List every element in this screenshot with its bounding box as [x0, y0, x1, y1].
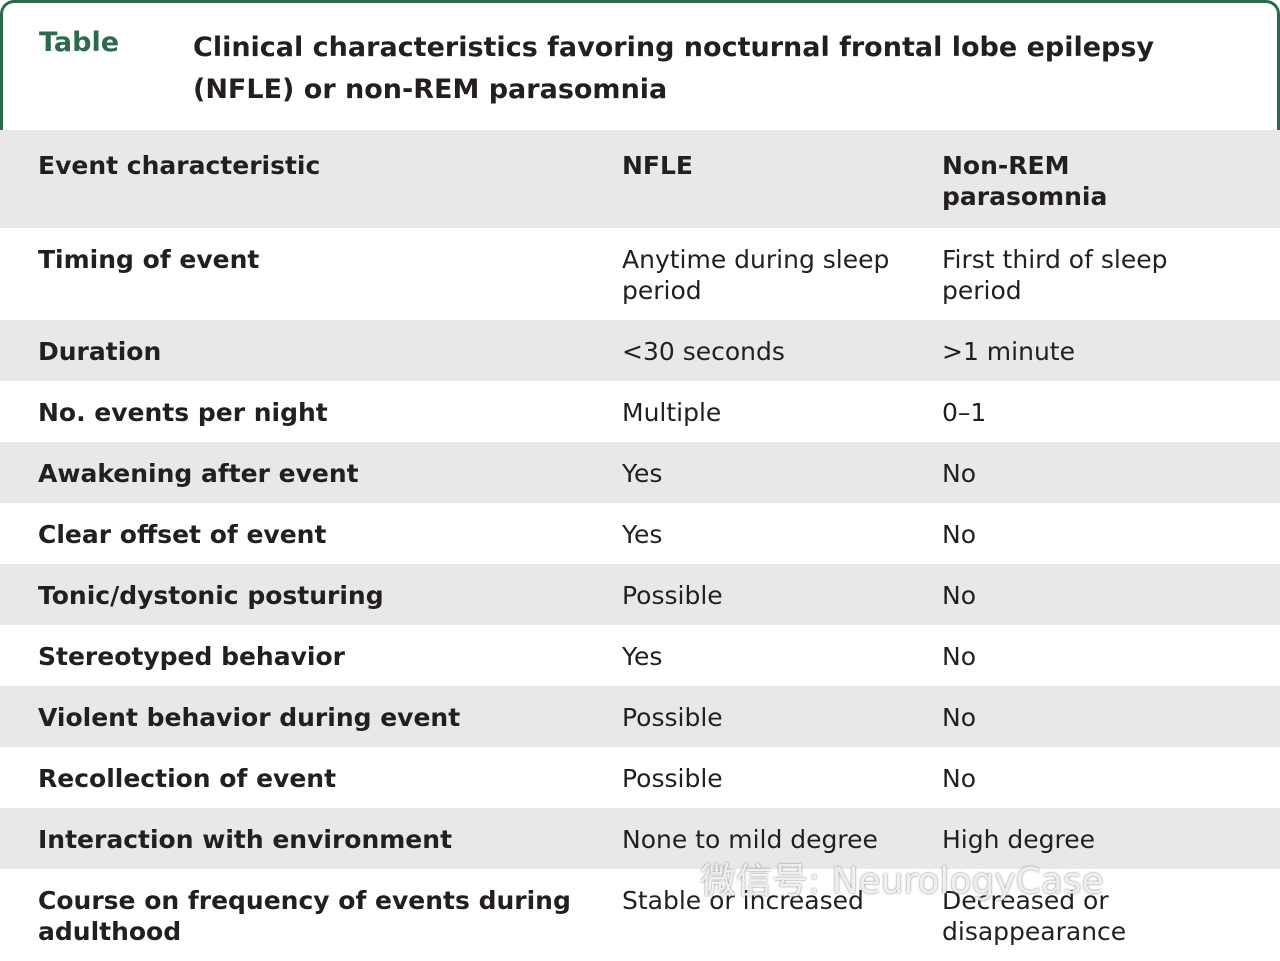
table-row: Clear offset of event Yes No [0, 503, 1280, 564]
table-header: Table Clinical characteristics favoring … [0, 0, 1280, 130]
table-cell: No [942, 764, 976, 793]
table-cell: No. events per night [38, 398, 328, 427]
table-cell: Clear offset of event [38, 520, 327, 549]
table-cell: Yes [622, 520, 663, 549]
table-cell: No [942, 459, 976, 488]
table-row: Tonic/dystonic posturing Possible No [0, 564, 1280, 625]
table-cell: >1 minute [942, 337, 1075, 366]
table-row: Interaction with environment None to mild… [0, 808, 1280, 869]
table-cell: Timing of event [38, 245, 260, 274]
table-cell: 0–1 [942, 398, 987, 427]
table-cell: Course on frequency of events during adu… [38, 886, 571, 946]
table-cell: Interaction with environment [38, 825, 453, 854]
table-label: Table [39, 27, 120, 58]
table-cell: None to mild degree [622, 825, 878, 854]
column-header: NFLE [622, 151, 694, 180]
table-cell: Possible [622, 764, 723, 793]
table-cell: Violent behavior during event [38, 703, 461, 732]
table-cell: Decreased or disappearance [942, 886, 1127, 946]
header-row: Event characteristic NFLE Non-REM parasomn… [0, 130, 1280, 228]
table-cell: First third of sleep period [942, 245, 1168, 305]
table-cell: <30 seconds [622, 337, 785, 366]
table-cell: Stereotyped behavior [38, 642, 345, 671]
table-row: No. events per night Multiple 0–1 [0, 381, 1280, 442]
table: Event characteristic NFLE Non-REM parasomn… [0, 130, 1280, 961]
table-row: Timing of event Anytime during sleep peri… [0, 228, 1280, 320]
table-cell: Tonic/dystonic posturing [38, 581, 384, 610]
table-row: Violent behavior during event Possible No [0, 686, 1280, 747]
column-header: Event characteristic [38, 151, 321, 180]
table-cell: Duration [38, 337, 162, 366]
watermark: 微信号: NeurologyCase [700, 861, 1104, 902]
table-cell: No [942, 703, 976, 732]
table-cell: No [942, 520, 976, 549]
table-row: Recollection of event Possible No [0, 747, 1280, 808]
table-row: Duration <30 seconds >1 minute [0, 320, 1280, 381]
table-row: Awakening after event Yes No [0, 442, 1280, 503]
table-cell: Possible [622, 581, 723, 610]
table-cell: Awakening after event [38, 459, 359, 488]
table-cell: Possible [622, 703, 723, 732]
table-cell: High degree [942, 825, 1096, 854]
table-cell: Multiple [622, 398, 722, 427]
table-row: Stereotyped behavior Yes No [0, 625, 1280, 686]
table-cell: Recollection of event [38, 764, 337, 793]
table-cell: Yes [622, 459, 663, 488]
table-cell: Anytime during sleep period [622, 245, 890, 305]
table-row: Course on frequency of events during adu… [0, 869, 1280, 961]
table-cell: Yes [622, 642, 663, 671]
table-cell: Stable or increased [622, 886, 864, 915]
table-cell: No [942, 642, 976, 671]
table-title: Clinical characteristics favoring noctur… [193, 32, 1155, 105]
column-header: Non-REM parasomnia [942, 151, 1108, 211]
table-cell: No [942, 581, 976, 610]
